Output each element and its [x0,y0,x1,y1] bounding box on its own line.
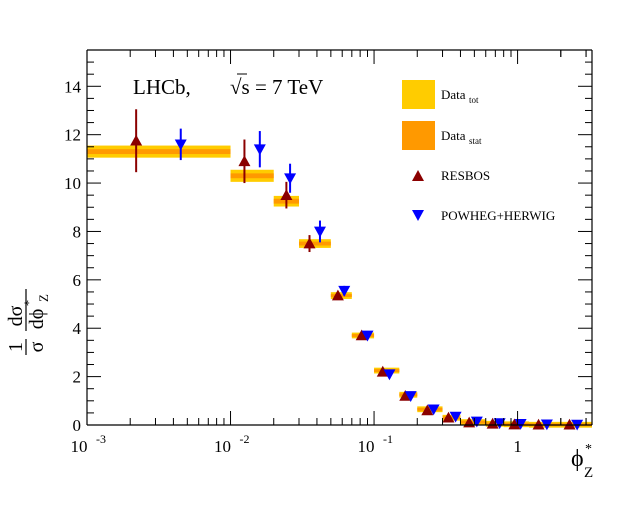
y-axis-label: 1 σ dσ dϕ * Z [5,289,51,355]
powheg-point-9 [449,411,462,423]
y-tick-label-0: 0 [73,416,82,435]
resbos-point-3 [303,237,316,249]
resbos-point-5 [355,329,368,341]
x-tick-label-1: 10 [214,437,231,456]
powheg-point-7 [404,391,417,402]
resbos-point-14 [563,418,576,430]
y-tick-label-5: 10 [64,174,81,193]
legend-marker-powheg [412,210,424,221]
x-tick-label-3: 1 [513,437,522,456]
y-tick-label-1: 2 [73,368,82,387]
powheg-point-0 [174,139,187,151]
annotation: LHCb, √s = 7 TeV [133,73,323,99]
powheg-point-5 [361,330,374,342]
series-powheg [174,128,584,431]
resbos-point-2 [280,189,293,200]
annotation-energy: √s = 7 TeV [230,75,323,99]
legend: Data tot Data stat RESBOS POWHEG+HERWIG [402,80,555,223]
powheg-point-11 [493,418,506,430]
x-tick-exp-0: -3 [96,432,106,446]
y-label-den-sub: Z [36,294,51,302]
y-tick-label-6: 12 [64,126,81,145]
legend-label-resbos: RESBOS [441,168,490,183]
powheg-point-1 [253,144,266,156]
y-label-frac1-den: σ [26,341,48,352]
resbos-point-8 [421,404,434,416]
resbos-point-13 [532,418,545,430]
resbos-point-1 [238,155,251,167]
legend-marker-resbos [412,170,424,181]
legend-sub-data-stat: stat [469,136,482,146]
legend-label-data-tot: Data [441,87,466,102]
data-stat-band-3 [299,241,331,246]
axes: 0 2 4 6 8 10 12 14 10 -3 10 -2 10 -1 1 [64,49,593,456]
resbos-point-0 [130,134,143,146]
y-tick-label-7: 14 [64,77,82,96]
legend-swatch-data-tot [402,80,435,109]
powheg-point-8 [427,404,440,416]
x-tick-exp-1: -2 [240,432,250,446]
x-label-base: ϕ [571,446,584,472]
legend-swatch-data-stat [402,121,435,150]
y-label-frac2-num: dσ [5,305,27,326]
resbos-point-11 [486,417,499,429]
y-label-frac1-num: 1 [5,342,27,352]
y-label-den-sup: * [21,300,36,307]
x-tick-label-0: 10 [71,437,88,456]
resbos-point-12 [508,418,521,430]
data-stat-band-10 [460,420,486,424]
annotation-experiment: LHCb, [133,75,191,99]
x-label-sup: * [585,442,592,457]
powheg-point-3 [313,226,326,238]
data-stat-band-1 [230,173,274,179]
data-stat-band-4 [330,294,352,298]
powheg-point-6 [383,369,396,381]
resbos-point-4 [331,289,344,301]
powheg-point-10 [470,416,483,428]
y-tick-label-2: 4 [73,319,82,338]
x-axis-label: ϕ * Z [571,442,593,481]
legend-label-powheg: POWHEG+HERWIG [441,208,555,223]
powheg-point-2 [284,173,297,185]
data-stat-band-0 [87,149,231,155]
series-resbos [130,109,576,430]
powheg-point-4 [338,285,351,297]
y-tick-label-3: 6 [73,271,82,290]
x-label-sub: Z [584,465,593,481]
resbos-point-6 [376,365,389,377]
x-tick-exp-2: -1 [383,432,393,446]
x-tick-label-2: 10 [358,437,375,456]
legend-sub-data-tot: tot [469,95,479,105]
resbos-point-9 [442,411,455,423]
y-label-frac2-den: dϕ [26,309,48,330]
resbos-point-7 [399,389,412,401]
y-tick-label-4: 8 [73,222,82,241]
legend-label-data-stat: Data [441,128,466,143]
